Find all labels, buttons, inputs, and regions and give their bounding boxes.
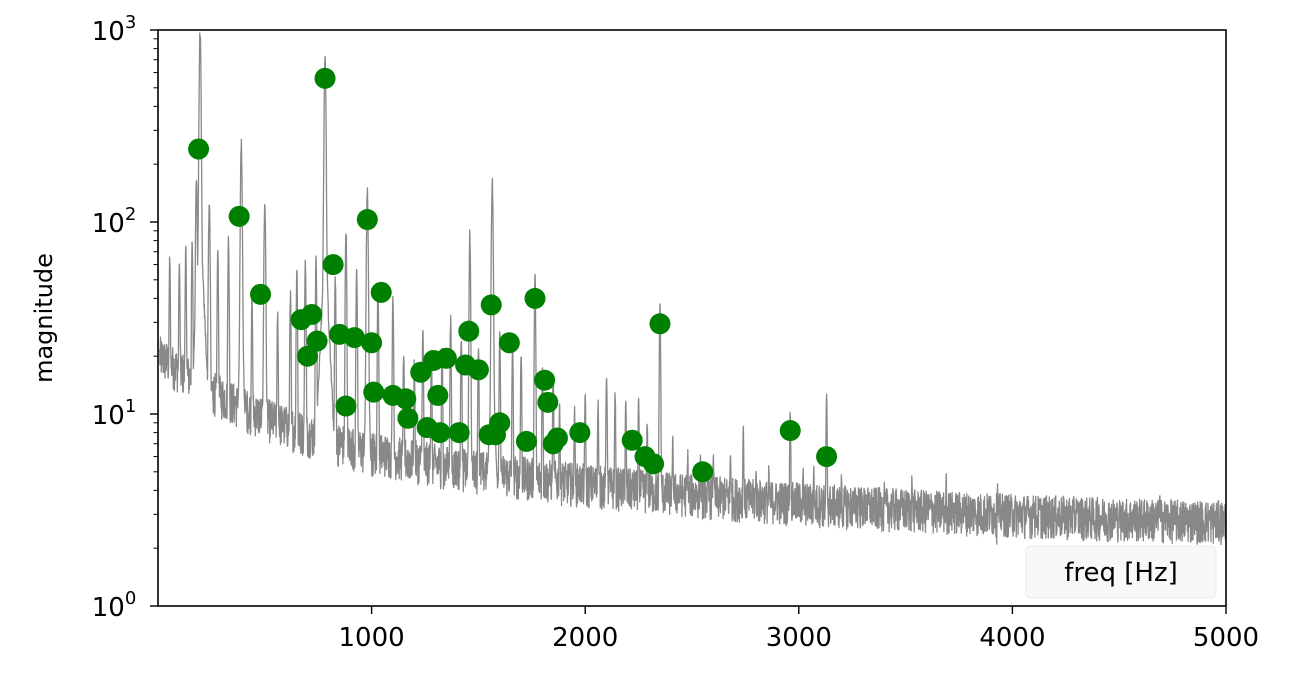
y-axis-label: magnitude bbox=[30, 253, 58, 383]
peak-point-33 bbox=[498, 332, 520, 354]
peak-point-8 bbox=[322, 254, 344, 276]
peak-point-6 bbox=[306, 330, 328, 352]
x-tick-label-0: 1000 bbox=[339, 623, 405, 653]
peak-point-34 bbox=[515, 430, 537, 452]
peak-point-25 bbox=[448, 422, 470, 444]
peak-point-10 bbox=[335, 395, 357, 417]
peak-point-22 bbox=[427, 384, 449, 406]
peak-point-11 bbox=[344, 327, 366, 349]
spectrum-trace bbox=[159, 32, 1227, 546]
peak-point-44 bbox=[649, 313, 671, 335]
plot-frame bbox=[157, 29, 1227, 607]
y-axis: 100 101 102 103 bbox=[92, 12, 158, 623]
x-tick-label-1: 2000 bbox=[552, 623, 618, 653]
y-tick-label-0: 100 bbox=[92, 588, 137, 623]
peak-point-17 bbox=[395, 388, 417, 410]
peak-point-32 bbox=[489, 412, 511, 434]
peak-point-27 bbox=[458, 320, 480, 342]
peak-point-12 bbox=[356, 209, 378, 231]
peak-point-46 bbox=[779, 420, 801, 442]
peak-point-4 bbox=[297, 345, 319, 367]
legend-label: freq [Hz] bbox=[1064, 558, 1178, 588]
legend: freq [Hz] bbox=[1025, 545, 1217, 599]
peak-point-39 bbox=[546, 427, 568, 449]
x-tick-label-2: 3000 bbox=[766, 623, 832, 653]
y-tick-label-1: 101 bbox=[92, 396, 137, 431]
peak-point-47 bbox=[816, 446, 838, 468]
peak-point-14 bbox=[363, 381, 385, 403]
peak-point-7 bbox=[314, 67, 336, 89]
peak-point-30 bbox=[480, 294, 502, 316]
peak-point-35 bbox=[524, 287, 546, 309]
x-axis: 1000 2000 3000 4000 5000 bbox=[339, 606, 1259, 653]
peak-point-13 bbox=[361, 332, 383, 354]
peak-point-15 bbox=[370, 281, 392, 303]
spectrum-line bbox=[159, 32, 1227, 546]
peak-point-18 bbox=[397, 407, 419, 429]
x-tick-label-4: 5000 bbox=[1193, 623, 1259, 653]
peak-point-2 bbox=[250, 283, 272, 305]
peak-point-28 bbox=[467, 359, 489, 381]
legend-box bbox=[1025, 545, 1217, 599]
peak-point-23 bbox=[429, 422, 451, 444]
x-tick-label-3: 4000 bbox=[979, 623, 1045, 653]
peak-point-37 bbox=[537, 391, 559, 413]
peak-point-0 bbox=[188, 138, 210, 160]
peak-point-43 bbox=[643, 453, 665, 475]
y-tick-label-3: 103 bbox=[92, 12, 137, 47]
peak-markers bbox=[188, 67, 838, 483]
peak-point-24 bbox=[435, 347, 457, 369]
y-tick-label-2: 102 bbox=[92, 204, 137, 239]
peak-point-1 bbox=[228, 205, 250, 227]
peak-point-36 bbox=[534, 369, 556, 391]
peak-point-40 bbox=[569, 422, 591, 444]
peak-point-41 bbox=[621, 429, 643, 451]
peak-point-5 bbox=[301, 303, 323, 325]
peak-point-45 bbox=[692, 461, 714, 483]
